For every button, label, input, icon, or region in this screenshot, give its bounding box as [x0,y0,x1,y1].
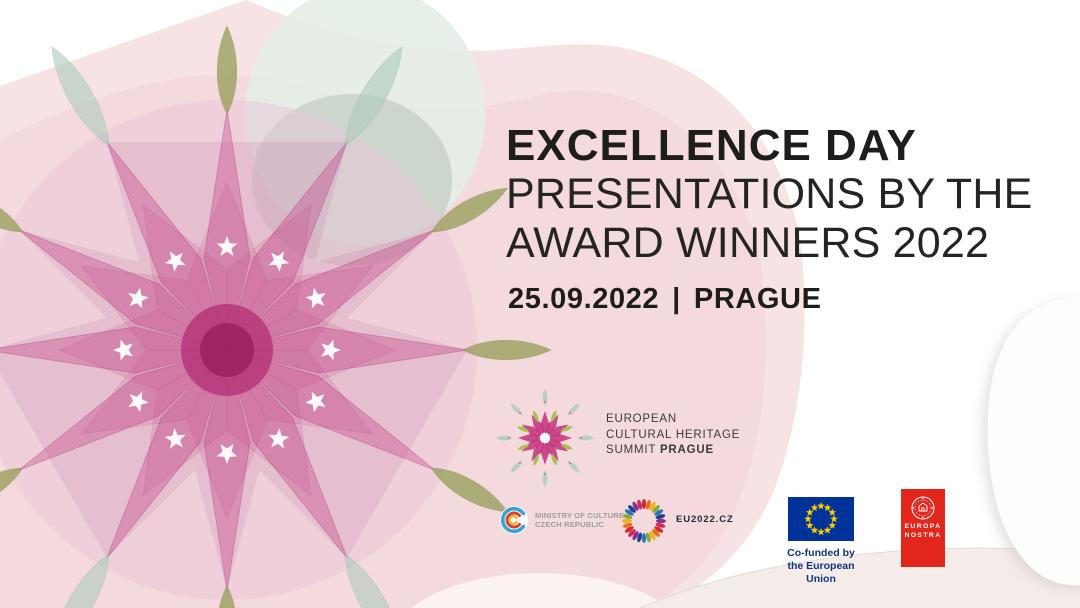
ministry-text-line-2: CZECH REPUBLIC [535,520,605,529]
summit-text-line-1: EUROPEAN [606,413,677,425]
ministry-emblem-icon [500,506,528,534]
title-line-3: AWARD WINNERS 2022 [506,219,990,267]
cofunded-line-1: Co-funded by [787,547,855,559]
mandala-core-inner [200,323,254,377]
headline-block: EXCELLENCE DAY PRESENTATIONS BY THE AWAR… [506,121,1033,268]
summit-star-core [539,432,551,444]
cofunded-line-2: the European Union [787,560,855,585]
ministry-text-line-1: MINISTRY OF CULTURE [535,511,625,520]
bottom-white-blob [411,573,669,608]
event-date: 25.09.2022 [508,283,660,315]
eu-flag-icon [788,497,854,541]
europa-nostra-logo: EUROPA NOSTRA [901,489,945,567]
corner-wash-shape [640,548,1080,608]
eu2022-ring-icon [622,499,666,543]
ministry-logo-text: MINISTRY OF CULTURE CZECH REPUBLIC [535,511,624,529]
europa-nostra-line-2: NOSTRA [904,531,942,539]
ministry-of-culture-logo: MINISTRY OF CULTURE CZECH REPUBLIC [499,505,624,535]
event-city: PRAGUE [693,283,822,315]
summit-logo-text: EUROPEAN CULTURAL HERITAGE SUMMIT PRAGUE [606,412,740,459]
eu-cofunded-logo: Co-funded by the European Union [773,497,869,586]
mandala-star-art [0,25,552,608]
europa-nostra-line-1: EUROPA [904,523,942,530]
summit-text-line-2: CULTURAL HERITAGE [606,428,741,441]
date-line: 25.09.2022 | PRAGUE [508,283,822,316]
cofunded-text: Co-funded by the European Union [773,547,869,586]
eu2022-label: EU2022.CZ [676,514,734,525]
title-line-1: EXCELLENCE DAY [506,121,917,170]
summit-word: SUMMIT [606,444,656,456]
summit-city-word: PRAGUE [659,444,714,456]
date-separator: | [672,283,681,315]
summit-dots [508,401,582,475]
summit-text-line-3: SUMMIT PRAGUE [606,443,740,459]
white-blob-shape [987,297,1080,586]
europa-nostra-text: EUROPA NOSTRA [901,523,945,540]
summit-star-icon [496,389,594,487]
title-line-2: PRESENTATIONS BY THE [506,170,1033,218]
europa-nostra-emblem-icon [911,496,935,520]
